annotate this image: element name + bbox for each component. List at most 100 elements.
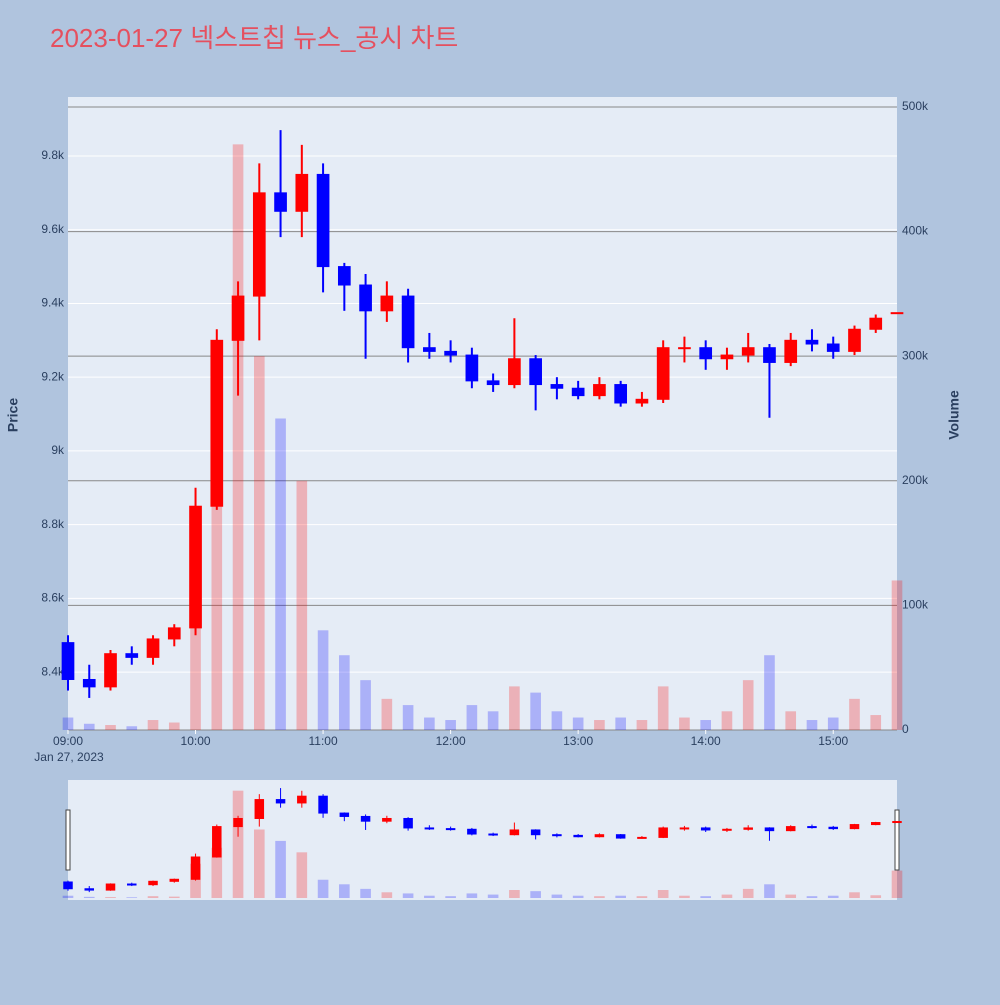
volume-bar xyxy=(105,725,116,730)
plot-area xyxy=(68,97,897,730)
mini-candle-body xyxy=(658,827,668,838)
mini-volume-bar xyxy=(253,829,265,898)
mini-candle-body xyxy=(743,827,753,830)
slider-handle[interactable] xyxy=(894,809,900,871)
mini-volume-bar xyxy=(657,890,669,898)
candle-body xyxy=(805,339,819,345)
mini-volume-bar xyxy=(296,852,308,898)
candle-body xyxy=(189,505,202,629)
mini-volume-bar xyxy=(402,893,414,898)
mini-volume-bar xyxy=(360,888,371,898)
mini-volume-bar xyxy=(168,896,180,898)
y-tick-label: 9k xyxy=(51,443,65,457)
volume-bar xyxy=(700,720,712,730)
volume-bar xyxy=(232,144,244,730)
y-tick-label: 8.6k xyxy=(41,591,65,605)
mini-candle-body xyxy=(148,880,158,886)
mini-volume-bar xyxy=(424,895,435,898)
volume-bar xyxy=(381,698,393,730)
volume-bar xyxy=(275,418,286,730)
volume-bar xyxy=(487,711,499,730)
mini-volume-bar xyxy=(83,896,95,898)
mini-candle-body xyxy=(892,821,902,824)
x-tick-label: 12:00 xyxy=(436,734,466,748)
candle-body xyxy=(125,653,139,658)
mini-candle-body xyxy=(445,828,456,831)
candle-body xyxy=(826,343,840,352)
y2-tick-label: 400k xyxy=(902,224,929,238)
mini-volume-bar xyxy=(445,896,456,898)
volume-bar xyxy=(572,717,584,730)
candle-body xyxy=(104,653,117,688)
volume-bar xyxy=(679,717,690,730)
mini-candle-body xyxy=(785,826,796,832)
mini-candle-body xyxy=(169,878,180,882)
volume-bar xyxy=(211,455,223,730)
candle-body xyxy=(656,347,670,400)
candle-body xyxy=(593,384,606,397)
mini-candle-body xyxy=(807,826,817,829)
mini-volume-bar xyxy=(615,895,626,898)
candle-body xyxy=(635,398,649,404)
candle-body xyxy=(699,347,713,360)
candle-body xyxy=(252,192,266,297)
volume-bar xyxy=(764,655,775,730)
mini-volume-bar xyxy=(870,895,882,898)
mini-volume-bar xyxy=(487,894,499,898)
volume-bar xyxy=(594,720,605,730)
candle-body xyxy=(61,642,75,680)
candle-body xyxy=(167,627,181,640)
x-tick-label: 13:00 xyxy=(563,734,593,748)
mini-volume-bar xyxy=(339,884,350,898)
mini-volume-bar xyxy=(785,894,797,898)
y2-tick-label: 0 xyxy=(902,722,909,736)
mini-candle-body xyxy=(637,836,647,839)
candle-body xyxy=(890,312,904,315)
x-tick-label: 11:00 xyxy=(309,734,338,748)
mini-volume-bar xyxy=(232,790,244,898)
range-slider[interactable] xyxy=(68,780,897,900)
volume-bar xyxy=(891,580,903,730)
candle-body xyxy=(550,384,564,389)
y2-tick-label: 300k xyxy=(902,348,929,362)
volume-bar xyxy=(530,692,541,730)
volume-bar xyxy=(657,686,669,730)
volume-bar xyxy=(445,720,456,730)
candle-body xyxy=(741,347,755,356)
mini-candle-body xyxy=(190,856,201,880)
candle-body xyxy=(763,347,776,363)
mini-volume-bar xyxy=(62,895,74,898)
mini-candle-body xyxy=(212,826,222,858)
volume-bar xyxy=(424,717,435,730)
mini-candle-body xyxy=(679,827,690,830)
candle-body xyxy=(359,284,372,312)
y2-axis-title: Volume xyxy=(946,390,962,440)
candle-body xyxy=(508,358,521,386)
slider-handle[interactable] xyxy=(65,809,71,871)
mini-volume-bar xyxy=(572,895,584,898)
mini-volume-bar xyxy=(827,895,839,898)
mini-volume-bar xyxy=(466,893,478,898)
mini-candle-body xyxy=(488,833,498,836)
x-tick-label: 09:00 xyxy=(53,734,83,748)
mini-candle-body xyxy=(318,795,328,814)
mini-volume-bar xyxy=(317,879,329,898)
volume-bar xyxy=(742,680,754,730)
mini-candle-body xyxy=(467,828,477,835)
volume-bar xyxy=(360,680,371,730)
mini-candle-body xyxy=(403,817,413,829)
volume-bar xyxy=(806,720,818,730)
candle-body xyxy=(614,384,628,404)
mini-volume-bar xyxy=(211,847,223,898)
volume-bar xyxy=(509,686,520,730)
volume-bar xyxy=(849,698,860,730)
volume-bar xyxy=(168,722,180,730)
mini-volume-bar xyxy=(190,863,201,898)
candle-body xyxy=(401,295,415,349)
candle-body xyxy=(784,339,798,363)
mini-volume-bar xyxy=(147,896,159,898)
volume-bar xyxy=(721,711,733,730)
candle-body xyxy=(380,295,394,312)
mini-volume-bar xyxy=(891,870,903,898)
y2-tick-label: 200k xyxy=(902,473,929,487)
